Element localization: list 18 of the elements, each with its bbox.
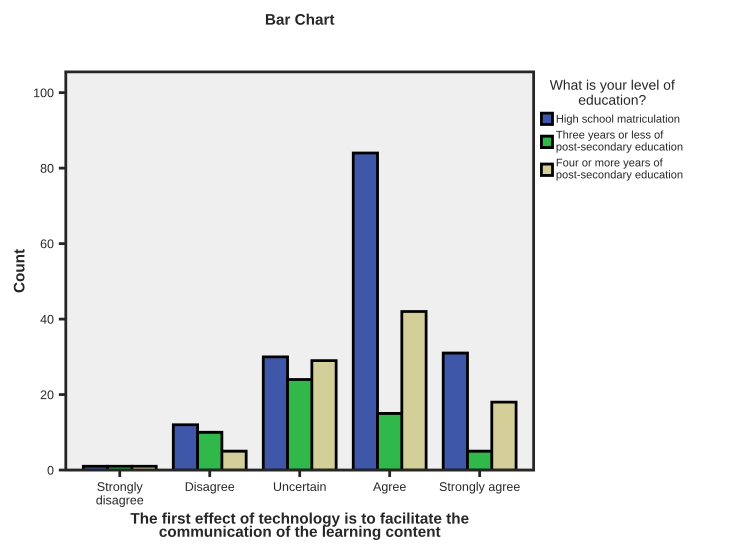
x-tick-label: Agree — [373, 482, 406, 494]
y-tick-label: 40 — [40, 314, 54, 324]
y-tick-label: 0 — [48, 466, 54, 475]
chart-title: Bar Chart — [266, 14, 334, 25]
y-tick-label: 60 — [40, 239, 54, 248]
legend-label: High school matriculation — [556, 114, 680, 125]
y-axis-title: Count — [14, 249, 25, 292]
legend-title: What is your level of education? — [550, 80, 675, 105]
x-tick-label: Uncertain — [274, 482, 326, 492]
y-tick-label: 20 — [40, 390, 54, 400]
legend-label: Three years or less of post-secondary education — [556, 130, 682, 153]
y-tick-label: 100 — [34, 88, 54, 98]
x-tick-label: Disagree — [186, 482, 234, 494]
x-tick-label: Strongly disagree — [96, 482, 144, 507]
x-tick-label: Strongly agree — [440, 482, 520, 494]
y-tick-label: 80 — [40, 164, 54, 173]
x-axis-title: The first effect of technology is to facilitate the communication of the learning content — [130, 512, 469, 540]
legend-label: Four or more years of post-secondary education — [556, 158, 682, 181]
